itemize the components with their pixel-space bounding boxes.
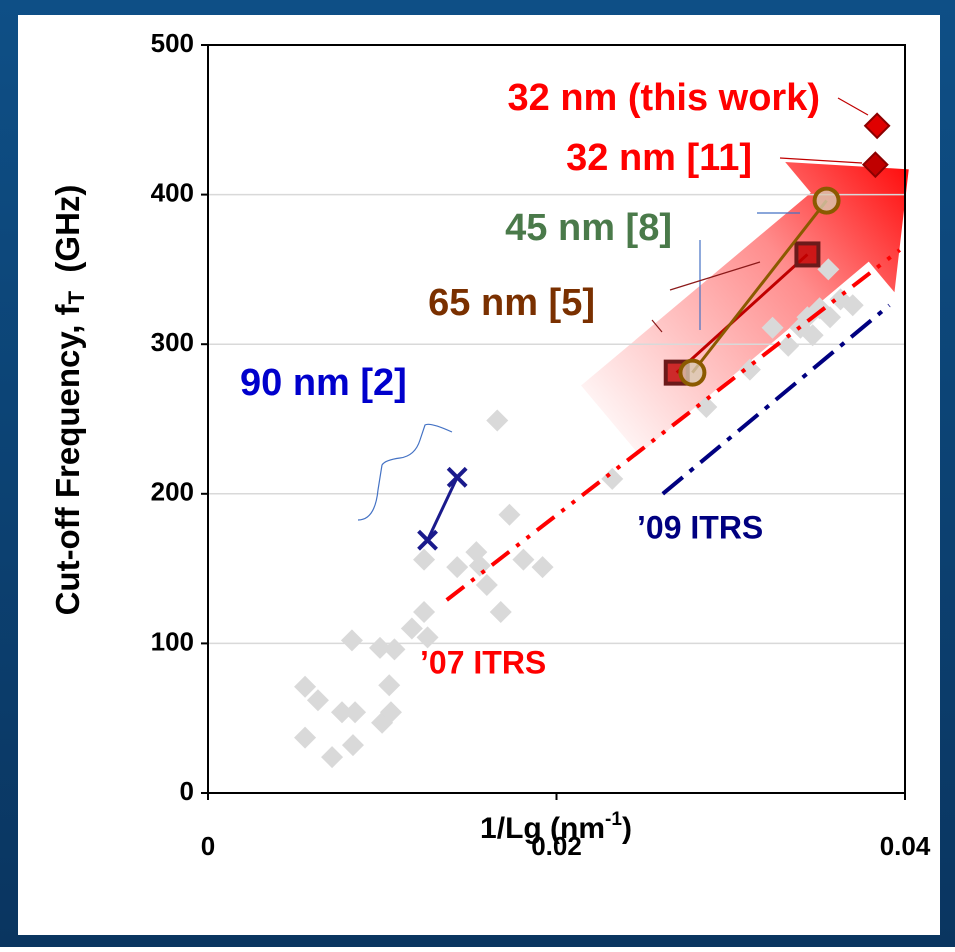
point: [498, 503, 521, 526]
point: [378, 674, 401, 697]
y-tick-label: 0: [180, 776, 194, 806]
point: [294, 726, 317, 749]
series-label: 32 nm (this work): [508, 77, 821, 119]
series-label: ’07 ITRS: [420, 644, 546, 680]
y-tick-label: 300: [151, 327, 194, 357]
point: [446, 556, 469, 579]
panel: [18, 15, 940, 935]
point: [512, 548, 535, 571]
y-axis-label: Cut-off Frequency, fT (GHz): [49, 185, 89, 616]
point: [379, 701, 402, 724]
point: [400, 617, 423, 640]
point: [340, 629, 363, 652]
point: [486, 409, 509, 432]
point: [812, 186, 841, 215]
point: [738, 358, 761, 381]
y-label-text: Cut-off Frequency, f: [49, 303, 86, 615]
y-tick-label: 500: [151, 28, 194, 58]
point: [489, 600, 512, 623]
point: [417, 529, 438, 551]
bracket: [357, 423, 453, 521]
x-tick-label: 0.02: [531, 831, 582, 861]
leader: [837, 97, 869, 116]
point: [383, 638, 406, 661]
x-axis-label: 1/Lg (nm-1): [480, 809, 632, 845]
point: [841, 294, 864, 317]
series-label: 45 nm [8]: [505, 207, 672, 249]
point: [368, 636, 391, 659]
point: [416, 626, 439, 649]
point: [761, 316, 784, 339]
series-label: ’09 ITRS: [637, 509, 763, 545]
x-tick-label: 0: [201, 831, 215, 861]
point: [413, 600, 436, 623]
plot: [201, 44, 906, 800]
plot-frame: [207, 44, 906, 794]
point: [330, 701, 353, 724]
point: [341, 734, 364, 757]
point: [413, 548, 436, 571]
series-label: 32 nm [11]: [566, 137, 752, 179]
series-line: [691, 199, 828, 374]
point: [695, 396, 718, 419]
point: [801, 324, 824, 347]
series-line: [661, 303, 891, 496]
x-label-sup: -1: [605, 809, 622, 830]
point: [306, 689, 329, 712]
point: [794, 241, 821, 268]
arrow-shape: [581, 162, 909, 455]
y-tick-label: 200: [151, 477, 194, 507]
point: [678, 358, 707, 387]
point: [601, 467, 624, 490]
x-label-end: ): [622, 812, 632, 845]
y-label-sub: T: [64, 290, 89, 304]
trend-arrow: [581, 162, 909, 455]
x-label-text: 1/Lg (nm: [480, 812, 605, 845]
series-line: [445, 248, 901, 602]
leader: [779, 157, 863, 164]
point: [475, 574, 498, 597]
point: [531, 556, 554, 579]
leaders: [357, 97, 869, 521]
series-line: [675, 253, 809, 374]
point: [819, 306, 842, 329]
y-tick-label: 100: [151, 626, 194, 656]
point: [817, 258, 840, 281]
point: [446, 466, 468, 488]
series-label: 65 nm [5]: [428, 282, 595, 324]
point: [777, 334, 800, 357]
series-label: 90 nm [2]: [240, 362, 407, 404]
point: [321, 746, 344, 769]
x-tick-label: 0.04: [880, 831, 931, 861]
point: [294, 675, 317, 698]
series-line: [426, 476, 459, 541]
leader: [651, 319, 663, 333]
point: [468, 554, 491, 577]
y-tick-label: 400: [151, 177, 194, 207]
leader: [669, 261, 761, 291]
y-label-unit: (GHz): [49, 185, 86, 291]
point: [344, 701, 367, 724]
point: [861, 151, 889, 179]
point: [863, 112, 891, 140]
